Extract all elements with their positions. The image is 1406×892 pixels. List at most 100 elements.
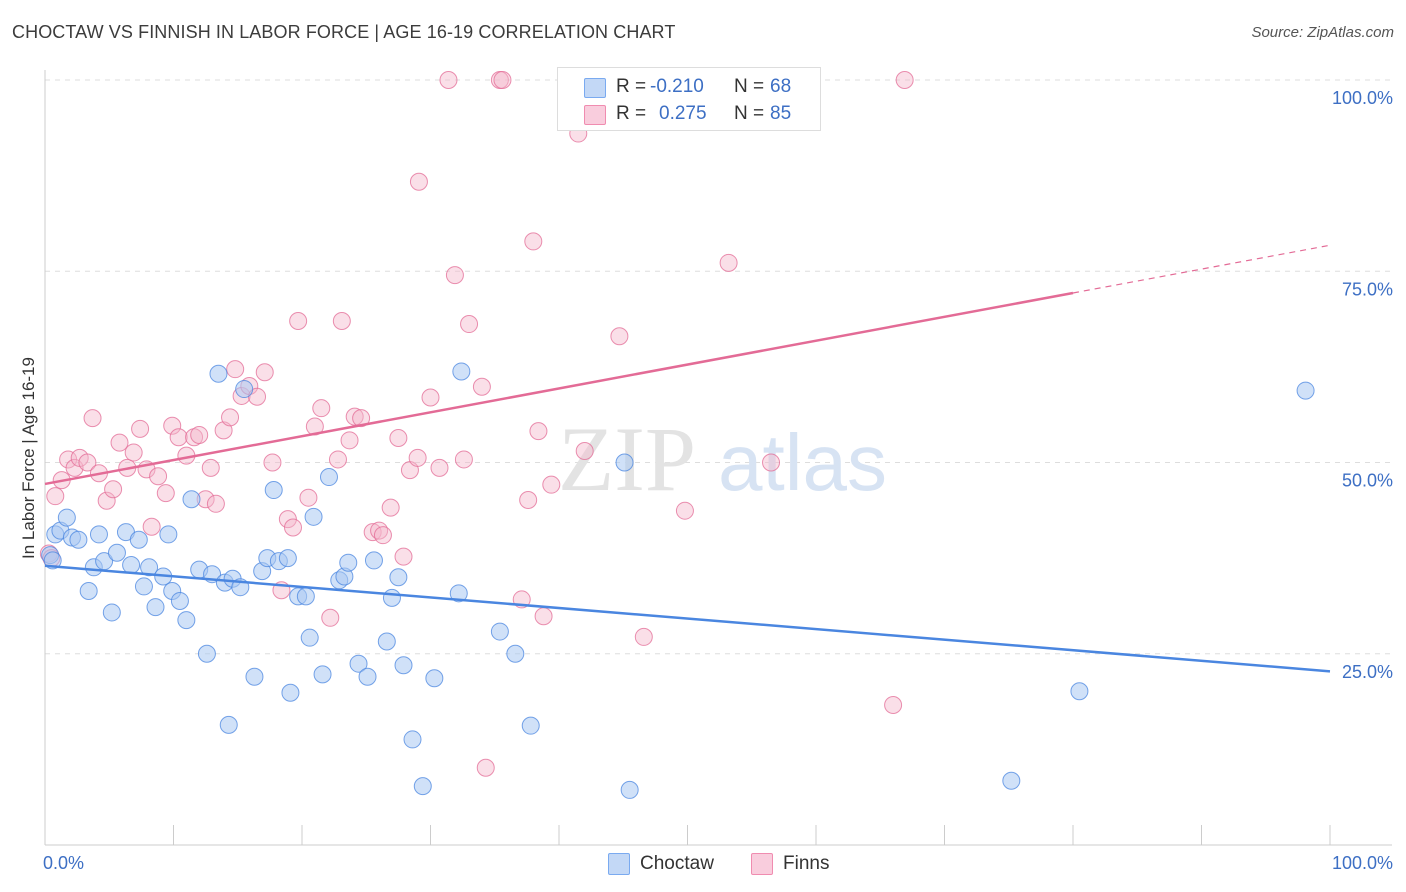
choctaw-point [377,632,396,651]
finns-point [201,458,220,477]
finns-point [884,696,903,715]
finns-point [263,453,282,472]
choctaw-point [319,468,338,487]
finns-point [719,253,738,272]
watermark-atlas: atlas [718,418,887,507]
choctaw-point [313,665,332,684]
choctaw-point [235,380,254,399]
choctaw-point [382,588,401,607]
finns-swatch [584,105,606,125]
choctaw-point [300,628,319,647]
choctaw-point [159,525,178,544]
trend-lines [44,244,1331,673]
choctaw-point [134,577,153,596]
choctaw-point [304,507,323,526]
finns-point [142,517,161,536]
choctaw-point [449,584,468,603]
choctaw-point [490,622,509,641]
choctaw-point [394,656,413,675]
finns-point [529,422,548,441]
choctaw-point [197,644,216,663]
choctaw-point [129,530,148,549]
finns-point [78,453,97,472]
y-tick-label: 100.0% [1332,88,1393,108]
correlation-legend: R = -0.210 N = 68 R = 0.275 N = 85 [557,67,821,131]
choctaw-point [389,568,408,587]
axes [44,70,1392,846]
choctaw-point [296,587,315,606]
r-value: 0.275 [659,103,707,124]
finns-point [345,407,364,426]
finns-point [408,448,427,467]
y-tick-label: 75.0% [1342,279,1393,299]
finns-point [476,758,495,777]
finns-point [381,498,400,517]
choctaw-point [146,598,165,617]
n-value: 68 [770,76,792,97]
finns-point [299,488,318,507]
finns-point [226,360,245,379]
finns-point [328,450,347,469]
finns-point [214,421,233,440]
finns-point [352,409,371,428]
finns-point [284,518,303,537]
choctaw-point [349,654,368,673]
finns-point [460,315,479,334]
choctaw-point [245,667,264,686]
finns-trend-extension [1072,244,1331,294]
finns-point [332,311,351,330]
choctaw-point [278,549,297,568]
choctaw-point [521,716,540,735]
finns-point [445,266,464,285]
n-label: N = [734,103,765,124]
finns-point [340,431,359,450]
finns-point [519,490,538,509]
finns-point [575,442,594,461]
finns-point [389,429,408,448]
x-tick-label: 0.0% [43,853,84,873]
chart-title: CHOCTAW VS FINNISH IN LABOR FORCE | AGE … [12,22,676,42]
finns-point [289,311,308,330]
choctaw-point [506,644,525,663]
finns-point [104,480,123,499]
choctaw-point [413,777,432,796]
choctaw-point [177,611,196,630]
r-label: R = [616,103,647,124]
finns-point [321,608,340,627]
r-value: -0.210 [650,76,704,97]
choctaw-point [620,780,639,799]
choctaw-point [1296,381,1315,400]
finns-point [610,327,629,346]
finns-point [255,363,274,382]
choctaw-point [79,582,98,601]
choctaw-point [364,551,383,570]
choctaw-point [57,508,76,527]
finns-point [163,416,182,435]
choctaw-point [358,667,377,686]
finns-point [97,491,116,510]
finns-point [421,388,440,407]
choctaw-point [122,556,141,575]
finns-point [394,547,413,566]
finns-point [221,408,240,427]
finns-point [675,501,694,520]
choctaw-point [209,364,228,383]
grid-lines [45,79,1392,655]
finns-point [190,425,209,444]
x-tick-label: 100.0% [1332,853,1393,873]
choctaw-point [403,730,422,749]
finns-point [493,71,512,89]
finns-point [312,399,331,418]
y-axis-label: In Labor Force | Age 16-19 [19,357,38,559]
choctaw-point [69,530,88,549]
finns-point [83,409,102,428]
finns-point [363,523,382,542]
finns-point [454,450,473,469]
finns-point [131,419,150,438]
choctaw-point [264,481,283,500]
finns-point [534,607,553,626]
finns-point [169,428,188,447]
finns-point [156,484,175,503]
choctaw-point [43,551,62,570]
